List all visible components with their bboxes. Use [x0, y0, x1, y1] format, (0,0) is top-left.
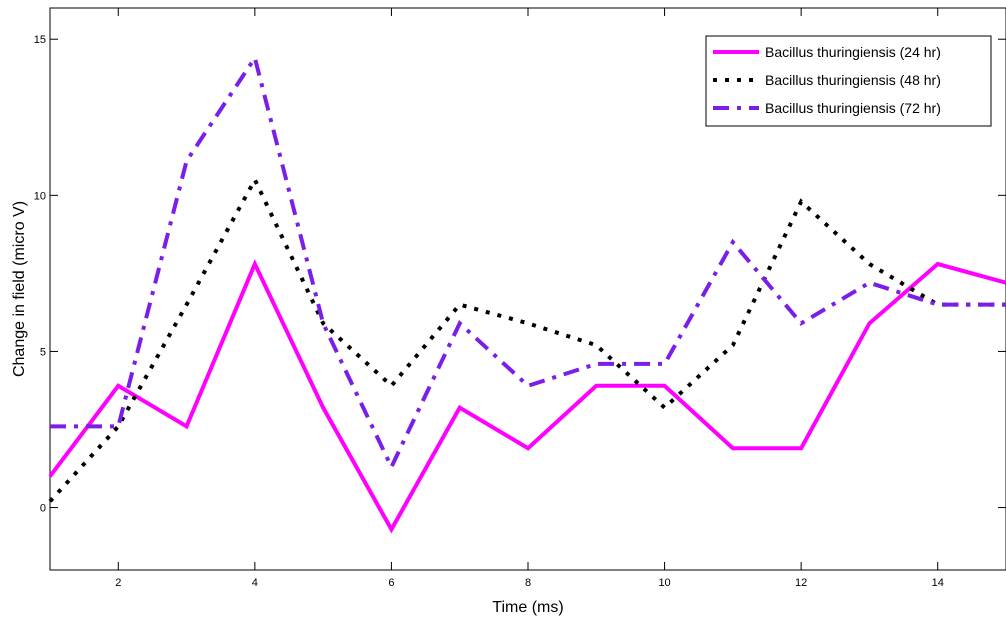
legend-label-72hr: Bacillus thuringiensis (72 hr): [765, 100, 941, 116]
x-tick-label: 10: [658, 577, 670, 589]
series-line-2: [48, 175, 1006, 503]
y-tick-label: 10: [34, 190, 46, 202]
x-axis-label: Time (ms): [492, 599, 563, 616]
y-tick-label: 0: [40, 503, 46, 515]
series-line-3: [50, 53, 1006, 472]
x-tick-label: 4: [252, 577, 258, 589]
axis-ticks: 2 4 6 8 10 12 14 0 5 10 15: [34, 8, 1006, 589]
series-lines: [48, 53, 1006, 534]
x-tick-label: 8: [525, 577, 531, 589]
legend-label-48hr: Bacillus thuringiensis (48 hr): [765, 72, 941, 88]
y-axis-label: Change in field (micro V): [11, 201, 28, 377]
x-tick-label: 12: [795, 577, 807, 589]
legend-label-24hr: Bacillus thuringiensis (24 hr): [765, 44, 941, 60]
series-line-1: [48, 259, 1006, 534]
y-tick-label: 15: [34, 34, 46, 46]
legend: Bacillus thuringiensis (24 hr) Bacillus …: [705, 35, 992, 127]
x-tick-label: 6: [388, 577, 394, 589]
x-tick-label: 14: [932, 577, 944, 589]
x-tick-label: 2: [115, 577, 121, 589]
y-tick-label: 5: [40, 346, 46, 358]
